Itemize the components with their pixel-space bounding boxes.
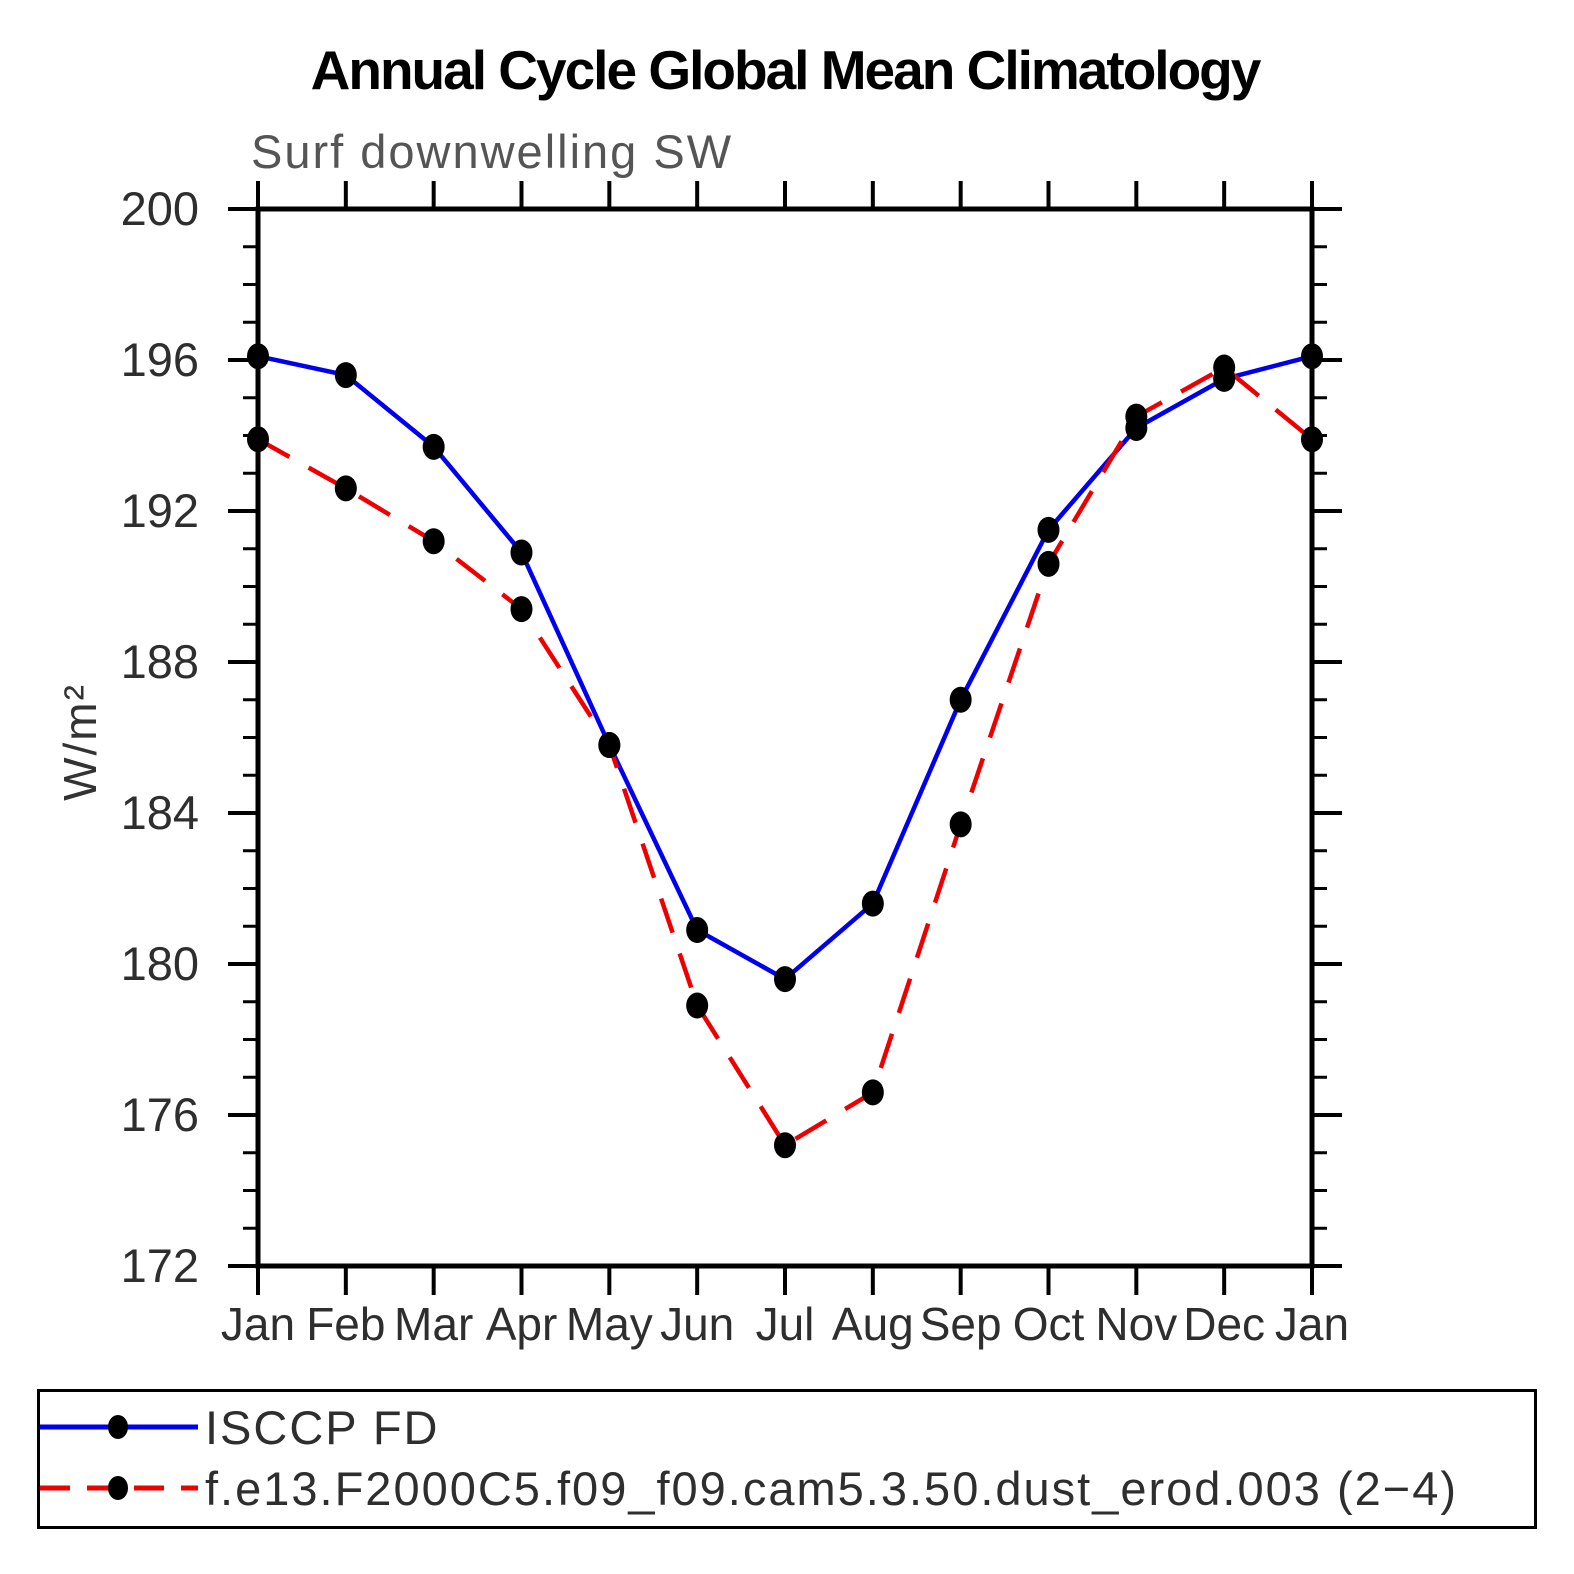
data-point bbox=[861, 1079, 884, 1106]
data-point bbox=[510, 539, 533, 566]
legend-item-model: f.e13.F2000C5.f09_f09.cam5.3.50.dust_ero… bbox=[40, 1458, 1458, 1518]
data-point bbox=[422, 433, 445, 460]
x-tick-label: Jun bbox=[660, 1298, 734, 1350]
legend-label-isccp: ISCCP FD bbox=[205, 1400, 440, 1454]
plot-frame bbox=[255, 206, 1315, 1269]
legend-sample-model-line-icon bbox=[40, 1476, 198, 1500]
x-tick-label: Jul bbox=[756, 1298, 815, 1350]
x-tick-label: Mar bbox=[394, 1298, 473, 1350]
data-point bbox=[510, 596, 533, 623]
data-point bbox=[774, 966, 796, 993]
data-point bbox=[1037, 550, 1060, 577]
data-point bbox=[598, 732, 621, 759]
data-point bbox=[861, 890, 884, 917]
x-tick-label: Dec bbox=[1183, 1298, 1265, 1350]
x-tick-label: Oct bbox=[1013, 1298, 1085, 1350]
legend-label-model: f.e13.F2000C5.f09_f09.cam5.3.50.dust_ero… bbox=[205, 1461, 1458, 1515]
data-point bbox=[1037, 516, 1060, 543]
x-tick-label: May bbox=[566, 1298, 653, 1350]
data-point bbox=[1301, 426, 1323, 453]
data-point bbox=[247, 343, 269, 370]
x-tick-label: Apr bbox=[486, 1298, 558, 1350]
chart-subtitle: Surf downwelling SW bbox=[251, 125, 734, 178]
y-tick-label: 180 bbox=[121, 937, 199, 990]
data-point bbox=[1125, 403, 1148, 430]
legend: ISCCP FD f.e13.F2000C5.f09_f09.cam5.3.50… bbox=[37, 1389, 1537, 1529]
x-tick-label: Jan bbox=[221, 1298, 295, 1350]
data-point bbox=[686, 917, 709, 944]
y-tick-label: 176 bbox=[121, 1088, 199, 1141]
y-tick-label: 172 bbox=[121, 1239, 199, 1292]
legend-marker-dot-icon bbox=[108, 1415, 128, 1439]
data-point bbox=[334, 475, 357, 502]
data-point bbox=[247, 426, 269, 453]
data-point bbox=[774, 1132, 796, 1159]
data-point bbox=[1213, 354, 1236, 381]
y-tick-label: 188 bbox=[121, 635, 199, 688]
legend-marker-dot-icon bbox=[108, 1476, 128, 1500]
legend-sample-isccp-line-icon bbox=[40, 1415, 198, 1439]
chart-title: Annual Cycle Global Mean Climatology bbox=[310, 39, 1262, 101]
x-tick-label: Aug bbox=[832, 1298, 914, 1350]
y-tick-label: 192 bbox=[121, 484, 199, 537]
data-point bbox=[949, 686, 972, 713]
legend-item-isccp: ISCCP FD bbox=[40, 1397, 440, 1457]
y-tick-label: 184 bbox=[121, 786, 199, 839]
isccp-series-line bbox=[257, 354, 1313, 982]
x-tick-label: Feb bbox=[306, 1298, 385, 1350]
y-tick-label: 196 bbox=[121, 333, 199, 386]
model-series-line bbox=[256, 365, 1314, 1148]
data-point bbox=[949, 811, 972, 838]
x-tick-label: Sep bbox=[920, 1298, 1002, 1350]
x-tick-label: Nov bbox=[1095, 1298, 1177, 1350]
data-point bbox=[422, 528, 445, 555]
data-point bbox=[1301, 343, 1323, 370]
y-tick-label: 200 bbox=[121, 182, 199, 235]
data-point bbox=[334, 362, 357, 389]
data-point bbox=[686, 992, 709, 1019]
x-tick-label: Jan bbox=[1275, 1298, 1349, 1350]
